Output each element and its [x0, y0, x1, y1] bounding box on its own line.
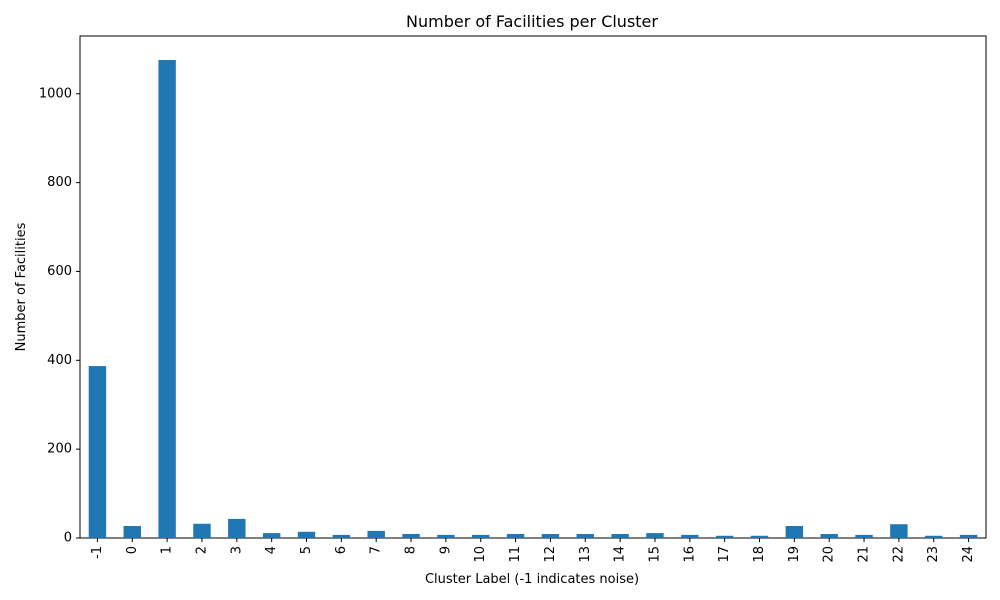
y-axis-label: Number of Facilities — [14, 222, 29, 351]
x-tick-label: 5 — [299, 546, 314, 554]
bar-14 — [611, 534, 629, 538]
y-tick-label: 400 — [47, 353, 72, 368]
bars-group — [88, 59, 978, 538]
x-tick-label: 3 — [229, 546, 244, 554]
x-tick-label: 1 — [160, 546, 175, 554]
bar-21 — [855, 534, 873, 538]
bar-5 — [297, 531, 316, 538]
plot-frame — [79, 35, 987, 539]
bar-1 — [158, 59, 176, 538]
x-tick-label: 24 — [961, 546, 976, 563]
y-axis: 0 200 400 600 800 1000 — [39, 86, 80, 546]
bar-23 — [925, 535, 943, 538]
bar-11 — [506, 534, 525, 538]
y-tick-label: 1000 — [39, 86, 72, 101]
bar-20 — [820, 534, 838, 538]
x-tick-label: 19 — [787, 546, 802, 563]
x-tick-label: 10 — [473, 546, 488, 563]
bar-7 — [367, 530, 385, 538]
bar-19 — [785, 526, 804, 538]
chart-title: Number of Facilities per Cluster — [406, 12, 658, 31]
plot-area: -1 0 1 2 3 4 5 6 7 8 9 10 11 12 13 14 15 16 17 18 19 20 21 22 23… — [39, 35, 987, 563]
y-tick-label: 200 — [47, 442, 72, 457]
x-tick-label: -1 — [90, 546, 105, 559]
bar-3 — [228, 518, 246, 538]
x-tick-label: 22 — [891, 546, 906, 563]
x-tick-label: 14 — [613, 546, 628, 563]
bar-8 — [402, 534, 420, 538]
bar-2 — [193, 523, 211, 538]
bar-24 — [959, 534, 978, 538]
bar-17 — [715, 535, 734, 538]
x-tick-label: 21 — [857, 546, 872, 563]
x-tick-label: 17 — [717, 546, 732, 563]
y-tick-label: 600 — [47, 264, 72, 279]
x-tick-label: 0 — [125, 546, 140, 554]
x-tick-label: 8 — [404, 546, 419, 554]
bar-12 — [541, 534, 560, 538]
x-tick-label: 12 — [543, 546, 558, 563]
x-tick-label: 6 — [334, 546, 349, 554]
bar-0 — [123, 526, 141, 538]
bar-13 — [576, 534, 594, 538]
x-tick-label: 18 — [752, 546, 767, 563]
x-tick-label: 23 — [926, 546, 941, 563]
x-axis-label: Cluster Label (-1 indicates noise) — [425, 572, 639, 587]
x-tick-label: 13 — [578, 546, 593, 563]
x-tick-label: 20 — [822, 546, 837, 563]
bar-9 — [437, 534, 455, 538]
bar--1 — [88, 366, 107, 538]
x-axis: -1 0 1 2 3 4 5 6 7 8 9 10 11 12 13 14 15 16 17 18 19 20 21 22 23… — [90, 538, 976, 563]
x-tick-label: 15 — [647, 546, 662, 563]
x-tick-label: 2 — [194, 546, 209, 554]
x-tick-label: 9 — [438, 546, 453, 554]
bar-22 — [890, 524, 908, 538]
x-tick-label: 7 — [369, 546, 384, 554]
x-tick-label: 11 — [508, 546, 523, 563]
bar-4 — [262, 533, 281, 538]
bar-10 — [472, 534, 490, 538]
x-tick-label: 16 — [682, 546, 697, 563]
y-tick-label: 0 — [64, 531, 72, 546]
bar-6 — [332, 534, 351, 538]
bar-15 — [646, 533, 664, 538]
bar-18 — [750, 535, 769, 538]
bar-16 — [681, 534, 699, 538]
x-tick-label: 4 — [264, 546, 279, 554]
y-tick-label: 800 — [47, 175, 72, 190]
